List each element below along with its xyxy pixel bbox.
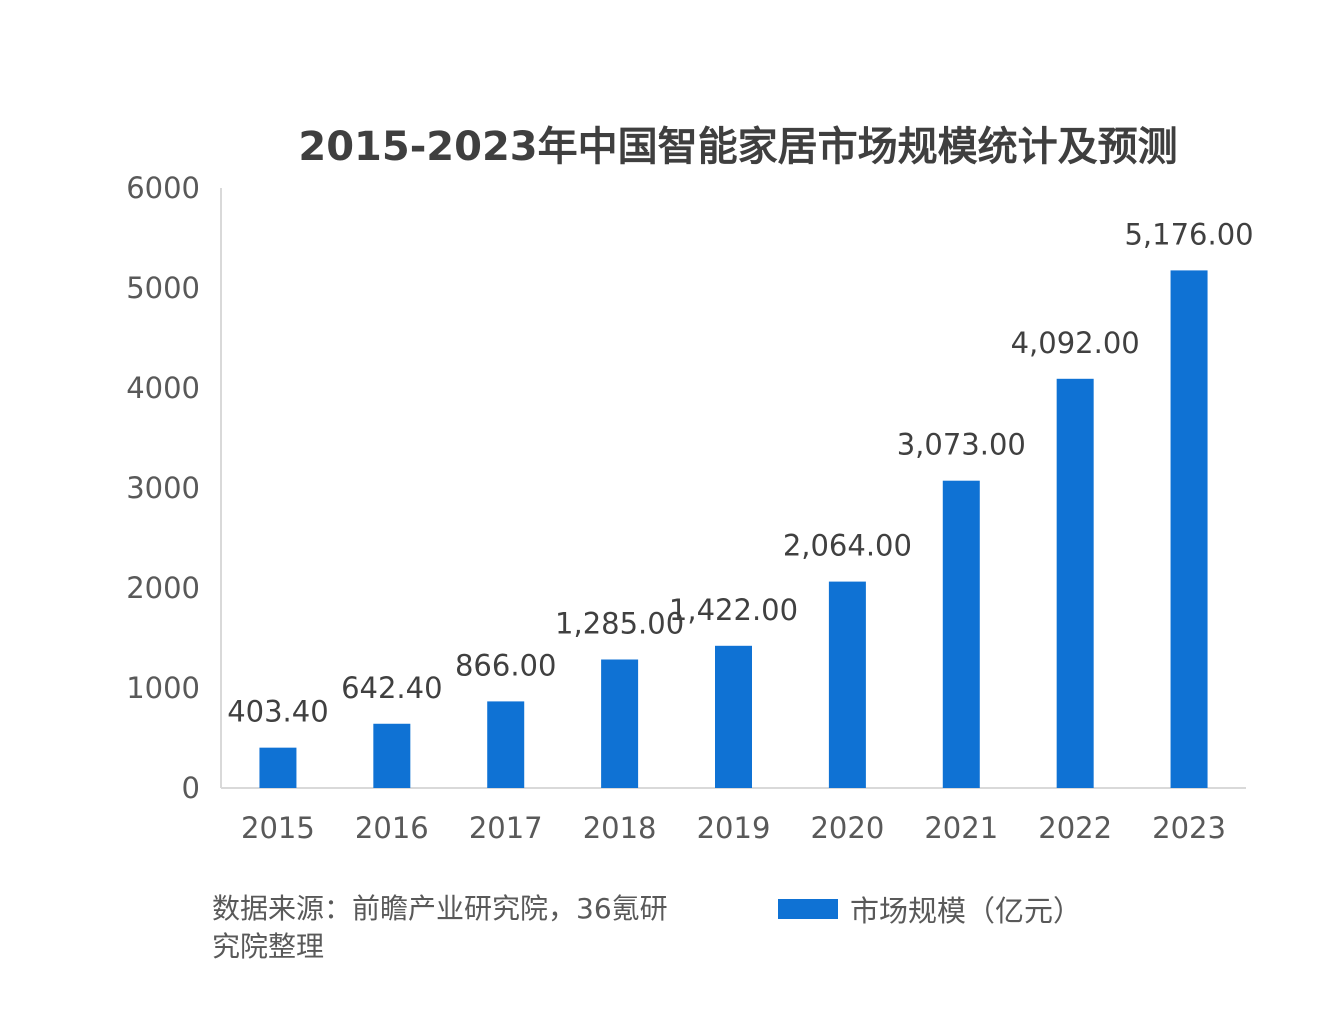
data-label: 5,176.00 <box>1124 217 1253 251</box>
x-tick-label: 2022 <box>1038 811 1112 845</box>
bar <box>487 701 525 788</box>
bar <box>601 659 639 788</box>
data-label: 2,064.00 <box>783 529 912 563</box>
bar <box>1056 378 1094 788</box>
legend: 市场规模（亿元） <box>778 888 1082 930</box>
bar <box>373 723 411 788</box>
y-tick-label: 1000 <box>126 671 200 705</box>
legend-swatch <box>778 899 838 919</box>
data-label: 4,092.00 <box>1011 326 1140 360</box>
x-tick-label: 2021 <box>924 811 998 845</box>
x-tick-label: 2016 <box>355 811 429 845</box>
y-tick-label: 2000 <box>126 571 200 605</box>
y-tick-label: 3000 <box>126 471 200 505</box>
x-tick-label: 2019 <box>697 811 771 845</box>
data-label: 1,422.00 <box>669 593 798 627</box>
x-tick-label: 2023 <box>1152 811 1226 845</box>
data-label: 1,285.00 <box>555 607 684 641</box>
source-note: 数据来源：前瞻产业研究院，36氪研究院整理 <box>212 892 668 963</box>
x-tick-label: 2017 <box>469 811 543 845</box>
y-tick-label: 5000 <box>126 271 200 305</box>
bar <box>942 480 980 788</box>
data-label: 866.00 <box>455 648 556 682</box>
bar <box>715 645 752 788</box>
x-tick-label: 2020 <box>810 811 884 845</box>
x-tick-label: 2015 <box>241 811 315 845</box>
legend-label: 市场规模（亿元） <box>850 894 1083 928</box>
y-tick-label: 6000 <box>126 171 200 205</box>
chart-title: 2015-2023年中国智能家居市场规模统计及预测 <box>298 124 1177 170</box>
bar <box>259 747 297 788</box>
y-tick-label: 0 <box>182 771 200 805</box>
bar <box>828 581 866 788</box>
y-tick-label: 4000 <box>126 371 200 405</box>
bar <box>1170 270 1208 788</box>
x-tick-label: 2018 <box>583 811 657 845</box>
data-label: 403.40 <box>227 695 328 729</box>
bar-chart: 2015-2023年中国智能家居市场规模统计及预测 0 1000 2000 3000 4… <box>126 124 1253 845</box>
data-label: 3,073.00 <box>897 428 1026 462</box>
data-label: 642.40 <box>341 671 442 705</box>
